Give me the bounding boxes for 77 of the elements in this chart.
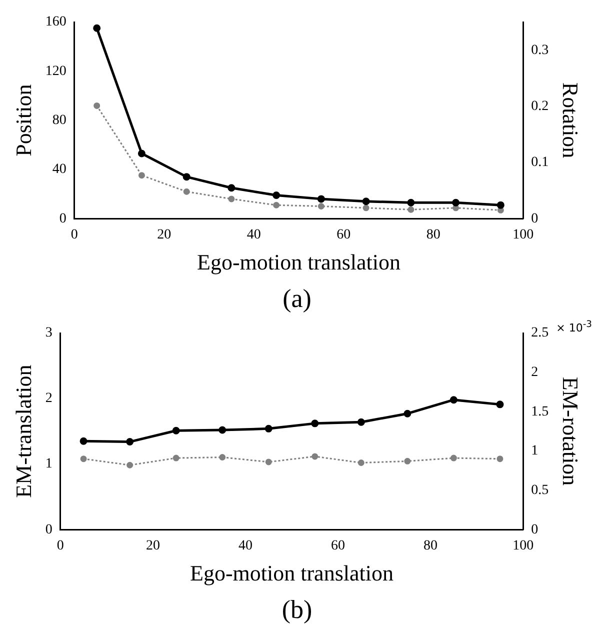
x-tick-label: 60	[331, 538, 346, 554]
point	[318, 202, 324, 210]
y-tick-label: 0	[45, 522, 52, 538]
point	[218, 426, 226, 434]
y-tick-label: 3	[45, 326, 52, 341]
x-tick-label: 80	[424, 538, 438, 554]
point	[404, 410, 412, 418]
point	[358, 460, 364, 466]
y2-tick-label: 1.5	[531, 404, 549, 420]
point	[80, 437, 88, 445]
point	[273, 202, 280, 208]
point	[126, 462, 134, 468]
x-axis-title: Ego-motion translation	[190, 560, 394, 586]
y-tick-label: 120	[45, 64, 66, 79]
text: (b)	[282, 595, 312, 624]
point	[228, 184, 236, 192]
y-axis-title: Position	[10, 84, 36, 156]
x-tick-label: 0	[70, 228, 78, 243]
y-tick-label: 1	[45, 456, 52, 472]
x-tick-label: 80	[426, 228, 440, 243]
y2-tick-label: 0.3	[531, 42, 549, 58]
y2-axis-title: EM-rotation	[558, 376, 584, 486]
x-tick-label: 20	[157, 228, 172, 243]
point	[312, 453, 318, 460]
y2-tick-label: 1	[531, 444, 538, 459]
y-tick-label: 40	[52, 162, 66, 178]
point	[317, 195, 325, 203]
y-tick-label: 80	[52, 112, 66, 128]
y2-tick-label: 0.5	[531, 482, 549, 498]
point	[407, 198, 415, 206]
x-tick-label: 60	[336, 228, 351, 243]
y2-axis-title: Rotation	[558, 82, 584, 158]
x-tick-label: 40	[246, 228, 261, 243]
y-axis-title: EM-translation	[10, 364, 36, 498]
point	[272, 192, 280, 200]
point	[264, 424, 272, 432]
x-tick-label: 100	[512, 228, 534, 243]
y2-tick-label: 0	[531, 211, 538, 226]
x-tick-label: 20	[146, 538, 160, 554]
point	[126, 438, 134, 446]
point	[138, 172, 145, 179]
point	[228, 196, 235, 202]
y2-tick-label: 2	[531, 364, 538, 380]
point	[357, 418, 365, 426]
y2-tick-label: 0.1	[531, 155, 549, 170]
point	[172, 454, 180, 462]
x-tick-label: 40	[238, 538, 252, 554]
point	[93, 24, 101, 32]
point	[172, 426, 180, 434]
y2-tick-label: 0	[531, 522, 538, 538]
point	[362, 204, 370, 212]
text: (a)	[282, 284, 312, 314]
point	[311, 420, 319, 428]
point	[265, 458, 272, 466]
point	[450, 396, 458, 404]
point	[496, 201, 504, 209]
point	[219, 454, 226, 460]
point	[183, 188, 190, 195]
point	[408, 206, 414, 213]
x-axis-title: Ego-motion translation	[197, 249, 400, 274]
x-tick-label: 100	[512, 538, 534, 554]
y-tick-label: 2	[45, 391, 52, 406]
point	[496, 456, 504, 462]
point	[182, 173, 190, 181]
point	[452, 198, 460, 206]
point	[404, 458, 411, 464]
point	[94, 102, 100, 109]
point	[138, 150, 146, 158]
y-tick-label: 160	[45, 14, 66, 30]
point	[80, 456, 87, 462]
point	[362, 198, 370, 206]
y-tick-label: 0	[59, 211, 66, 226]
point	[450, 454, 457, 462]
point	[496, 400, 504, 408]
y2-tick-label: 2.5	[531, 326, 549, 341]
text: × 10$^{-3}$	[556, 319, 592, 335]
y2-tick-label: 0.2	[531, 98, 549, 114]
